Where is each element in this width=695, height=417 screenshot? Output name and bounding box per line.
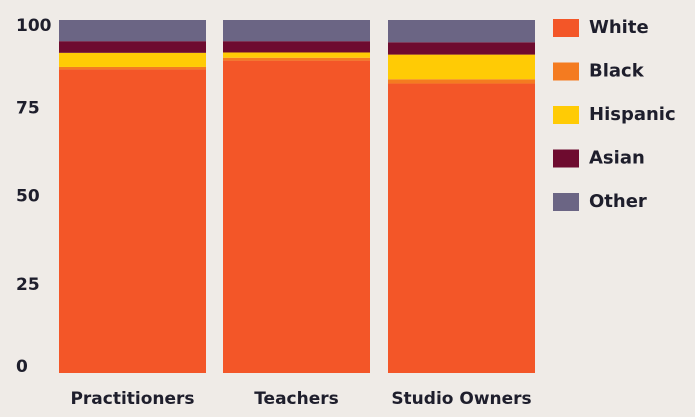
bar-segment: [59, 69, 206, 374]
x-axis: Practitioners Teachers Studio Owners: [70, 389, 531, 409]
bar-segment: [223, 52, 370, 58]
legend-label: Asian: [589, 148, 645, 169]
legend-label: White: [589, 17, 649, 38]
y-tick-label: 25: [16, 275, 40, 295]
legend-swatch: [553, 106, 579, 124]
y-axis: 0 25 50 75 100: [16, 16, 52, 377]
legend-swatch: [553, 149, 579, 168]
legend-swatch: [553, 62, 579, 81]
y-tick-label: 75: [16, 98, 40, 118]
legend-label: Hispanic: [589, 104, 676, 125]
bar-segment: [223, 20, 370, 42]
bar-segment: [388, 42, 535, 55]
bar-segment: [388, 54, 535, 80]
y-tick-label: 100: [16, 16, 52, 36]
x-tick-label: Practitioners: [70, 389, 194, 409]
y-tick-label: 0: [16, 357, 28, 377]
legend-label: Black: [589, 61, 645, 82]
bar-segment: [223, 41, 370, 53]
bar-segment: [59, 66, 206, 70]
bar-segment: [59, 52, 206, 67]
bar-segment: [59, 20, 206, 42]
bar-segment: [388, 20, 535, 43]
legend-label: Other: [589, 191, 647, 212]
legend-swatch: [553, 19, 579, 37]
legend: White Black Hispanic Asian Other: [553, 17, 676, 212]
legend-swatch: [553, 193, 579, 211]
bar-segment: [388, 79, 535, 84]
bar-segment: [223, 57, 370, 61]
y-tick-label: 50: [16, 187, 40, 207]
bar-segment: [223, 60, 370, 373]
x-tick-label: Studio Owners: [391, 389, 531, 409]
bar-segment: [388, 83, 535, 373]
bars: [59, 20, 535, 374]
bar-segment: [59, 41, 206, 53]
x-tick-label: Teachers: [254, 389, 339, 409]
